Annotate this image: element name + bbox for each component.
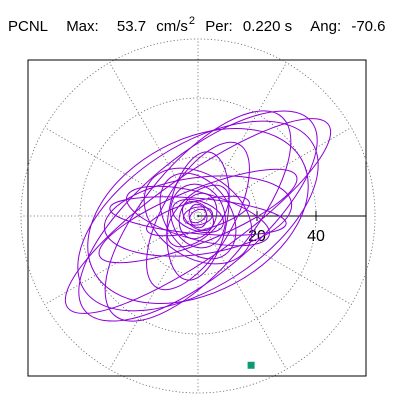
orbit-trace	[159, 172, 237, 260]
grid-spoke	[109, 62, 199, 217]
orbit-trace	[172, 198, 224, 234]
orbit-trace	[178, 192, 218, 240]
max-unit: cm/s	[156, 18, 188, 35]
period-value: 0.220 s	[242, 18, 293, 35]
x-axis-tick-label: 40	[307, 228, 325, 245]
orbit-trace	[189, 208, 207, 224]
orbit-trace	[143, 167, 253, 265]
period-label: Per:	[205, 18, 233, 35]
max-label: Max:	[66, 18, 99, 35]
grid-spoke	[109, 215, 199, 370]
angle-value: -70.6	[351, 18, 386, 35]
station-code: PCNL	[8, 18, 49, 35]
orbit-trace	[77, 120, 319, 312]
orbit-trace	[104, 110, 292, 322]
grid-spoke	[197, 215, 287, 370]
max-value: 53.7	[116, 18, 147, 35]
orbit-trace	[181, 200, 215, 232]
orbit-trace	[109, 196, 287, 236]
marker-layer	[247, 361, 255, 369]
orbit-trace	[78, 110, 318, 322]
orbit-trace	[166, 184, 230, 248]
orbit-trace	[146, 141, 250, 291]
max-unit-exponent: 2	[188, 15, 196, 27]
grid-spoke	[44, 215, 199, 305]
trace-layer	[64, 110, 332, 322]
orbit-trace	[87, 128, 309, 304]
plot-header: PCNL Max: 53.7 cm/s2 Per: 0.220 s Ang: -…	[8, 15, 386, 37]
grid-spoke	[44, 127, 199, 217]
orbit-trace	[188, 203, 208, 229]
angle-label: Ang:	[310, 18, 342, 35]
orbit-trace	[170, 183, 226, 249]
plot-frame	[27, 59, 367, 377]
grid-spoke	[197, 215, 352, 305]
grid-spoke	[197, 127, 352, 217]
max-point-marker	[247, 361, 255, 369]
grid-spoke	[197, 62, 287, 217]
orbit-trace	[64, 118, 332, 314]
